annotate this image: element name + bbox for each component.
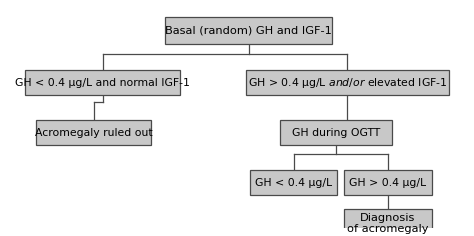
Text: GH > 0.4 μg/L $\mathbf{\mathit{and/or}}$ elevated IGF-1: GH > 0.4 μg/L $\mathbf{\mathit{and/or}}$… [247,76,447,90]
Text: GH < 0.4 μg/L: GH < 0.4 μg/L [255,178,332,188]
Text: GH < 0.4 μg/L and normal IGF-1: GH < 0.4 μg/L and normal IGF-1 [15,78,190,88]
FancyBboxPatch shape [165,17,332,44]
Text: Acromegaly ruled out: Acromegaly ruled out [35,128,152,138]
FancyBboxPatch shape [280,120,392,145]
FancyBboxPatch shape [344,170,432,195]
FancyBboxPatch shape [344,209,432,236]
Text: Basal (random) GH and IGF-1: Basal (random) GH and IGF-1 [165,25,332,35]
FancyBboxPatch shape [250,170,337,195]
FancyBboxPatch shape [246,70,448,95]
Text: GH > 0.4 μg/L: GH > 0.4 μg/L [349,178,427,188]
FancyBboxPatch shape [25,70,180,95]
Text: GH during OGTT: GH during OGTT [292,128,380,138]
FancyBboxPatch shape [36,120,151,145]
Text: Diagnosis
of acromegaly: Diagnosis of acromegaly [347,213,428,234]
